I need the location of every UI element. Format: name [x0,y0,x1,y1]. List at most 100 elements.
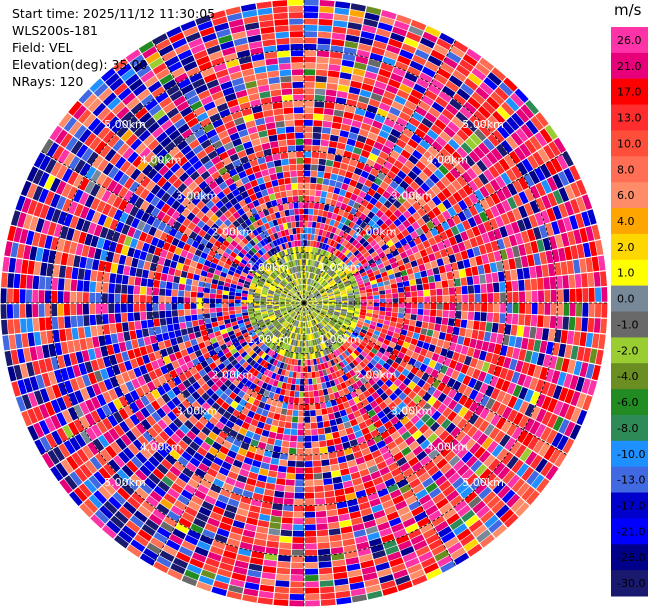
velocity-gate [335,303,342,305]
velocity-gate [410,285,417,292]
velocity-gate [330,45,344,53]
velocity-gate [326,238,332,245]
velocity-gate [276,574,290,581]
velocity-gate [166,281,173,290]
velocity-gate [353,291,360,295]
velocity-gate [326,276,332,282]
velocity-gate [306,278,308,285]
velocity-gate [558,203,569,218]
velocity-gate [341,296,348,299]
velocity-gate [473,214,483,225]
velocity-gate [573,229,582,244]
velocity-gate [392,227,401,236]
velocity-gate [566,260,575,275]
velocity-gate [498,158,511,172]
velocity-gate [365,158,375,168]
velocity-gate [259,435,268,444]
velocity-gate [348,303,355,306]
velocity-gate [521,158,534,173]
velocity-gate [317,542,330,549]
velocity-gate [358,43,372,52]
velocity-gate [354,297,361,301]
velocity-gate [274,586,290,594]
velocity-gate [319,440,327,448]
velocity-gate [309,298,316,301]
velocity-gate [267,437,275,445]
velocity-gate [268,528,281,536]
velocity-gate [89,281,97,293]
velocity-gate [355,182,364,190]
velocity-gate [486,312,494,322]
velocity-gate [367,173,376,183]
velocity-gate [495,175,506,189]
velocity-gate [228,306,235,311]
velocity-gate [463,101,477,115]
velocity-gate [467,311,475,321]
velocity-gate [326,503,337,511]
velocity-gate [184,309,191,316]
velocity-gate [511,112,525,127]
velocity-gate [398,111,411,122]
velocity-gate [431,184,441,195]
velocity-gate [386,252,394,260]
velocity-gate [451,151,463,163]
velocity-gate [519,143,532,158]
velocity-gate [331,167,340,175]
velocity-gate [585,226,595,242]
velocity-gate [539,164,552,179]
velocity-gate [466,228,475,239]
velocity-gate [305,265,308,272]
velocity-gate [421,193,432,203]
velocity-gate [335,297,342,300]
velocity-gate [203,298,210,303]
velocity-gate [545,250,554,264]
velocity-gate [314,247,319,254]
velocity-gate [333,20,348,28]
velocity-gate [345,171,354,179]
velocity-gate [170,260,178,269]
velocity-gate [376,277,383,283]
velocity-gate [370,168,380,177]
velocity-gate [241,303,248,307]
velocity-gate [44,304,51,317]
velocity-gate [329,254,335,261]
velocity-gate [304,233,308,240]
velocity-gate [420,182,431,193]
velocity-gate [314,274,318,281]
velocity-gate [215,298,222,303]
velocity-gate [365,285,372,290]
velocity-gate [116,264,125,275]
velocity-gate [422,283,430,290]
velocity-gate [471,67,487,81]
velocity-gate [527,254,535,267]
velocity-gate [557,219,567,234]
velocity-gate [304,492,315,499]
velocity-gate [313,234,319,241]
velocity-gate [576,288,583,302]
velocity-gate [598,255,606,271]
velocity-gate [570,198,581,214]
velocity-gate [372,287,379,292]
velocity-gate [282,510,294,518]
velocity-gate [101,293,108,303]
velocity-gate [337,507,349,515]
velocity-gate [339,130,350,138]
velocity-gate [320,191,328,198]
velocity-gate [315,254,320,261]
velocity-gate [510,92,524,108]
velocity-gate [417,122,430,134]
velocity-gate [328,293,334,297]
velocity-gate [279,459,288,467]
velocity-gate [479,57,494,71]
velocity-gate [516,161,528,176]
velocity-gate [39,317,46,331]
velocity-gate [266,476,277,484]
velocity-gate [178,290,185,297]
velocity-gate [40,331,48,345]
velocity-gate [210,312,217,318]
velocity-gate [560,232,570,247]
velocity-gate [273,413,281,421]
velocity-gate [327,445,336,453]
velocity-gate [457,335,465,345]
velocity-gate [482,101,496,115]
